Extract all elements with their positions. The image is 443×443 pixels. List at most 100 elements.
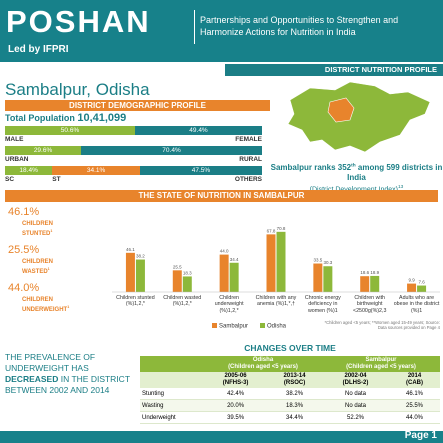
year-header: 2002-04 (DLHS-2): [322, 372, 389, 388]
bar: [182, 276, 192, 292]
segment-label: 50.6%: [60, 127, 80, 134]
district-shape: [327, 97, 355, 123]
value-label: 18.9: [370, 270, 379, 275]
table-cell: No data: [344, 390, 366, 397]
demo-segment: 34.1%: [52, 166, 140, 175]
table-cell: 44.0%: [406, 414, 424, 421]
stat-note: 1: [47, 267, 50, 271]
group-header: Odisha (Children aged <5 years): [204, 356, 322, 372]
source: (RSOC): [283, 380, 306, 386]
year: 2013-14: [283, 373, 306, 379]
table-cell: 38.2%: [286, 390, 304, 397]
value-label: 18.3: [183, 270, 192, 275]
stat-line: CHILDREN: [22, 297, 53, 303]
stat-value: 44.0%: [8, 282, 40, 294]
stat-name: STUNTED: [22, 231, 51, 237]
legend-swatch: [260, 323, 265, 328]
bar: [407, 283, 417, 292]
message-pre: THE PREVALENCE OF UNDERWEIGHT HAS: [5, 352, 96, 373]
value-label: 38.2: [136, 254, 145, 259]
value-label: 7.6: [418, 280, 425, 285]
bar: [370, 275, 380, 292]
demo-segment: 70.4%: [81, 146, 262, 155]
category-label: Children with any anemia (%)1,*,†: [255, 295, 297, 308]
value-label: 70.8: [277, 226, 286, 231]
stat-value: 25.5%: [8, 244, 40, 256]
category-label: Children wasted (%)1,2,*: [163, 295, 202, 308]
year: 2005-06: [224, 373, 247, 379]
rank-suffix: th: [351, 163, 356, 168]
year-header: 2014 (CAB): [389, 372, 440, 388]
group-note: (Children aged <5 years): [228, 364, 298, 370]
table-row: Stunting 42.4% 38.2% No data 46.1%: [140, 388, 440, 400]
page-number: Page 1: [404, 430, 437, 441]
message-bold: DECREASED: [5, 374, 59, 384]
group-note: (Children aged <5 years): [346, 364, 416, 370]
stat-name: UNDERWEIGHT: [22, 307, 68, 313]
segment-name: ST: [52, 176, 61, 183]
population-label: Total Population: [5, 113, 75, 123]
demo-segment: 18.4%: [5, 166, 53, 175]
stat-line: STUNTED1: [22, 229, 52, 237]
table-cell: 52.2%: [346, 414, 364, 421]
value-label: 25.5: [173, 264, 182, 269]
changes-table: Odisha (Children aged <5 years) Sambalpur(…: [140, 356, 440, 424]
value-label: 46.1: [126, 247, 135, 252]
year: 2002-04: [344, 373, 367, 379]
demo-segment: 29.6%: [5, 146, 82, 155]
bar: [219, 254, 229, 292]
category-label: Children with birthweight <2500g(%)2,3: [352, 295, 387, 314]
legend-label: Sambalpur: [219, 324, 248, 330]
divider: [194, 10, 195, 44]
source: (NFHS-3): [222, 380, 249, 386]
table-cell: [140, 356, 204, 372]
table-row: Underweight 39.5% 34.4% 52.2% 44.0%: [140, 412, 440, 424]
category-label: Chronic energy deficiency in women (%)1: [304, 295, 341, 314]
value-label: 30.3: [323, 260, 332, 265]
bar: [276, 231, 286, 292]
demo-segment: 50.6%: [5, 126, 136, 135]
bar: [229, 262, 239, 292]
rank-lead: Sambalpur ranks 352: [270, 162, 352, 172]
logo: POSHAN: [6, 4, 151, 39]
row-label: Wasting: [142, 402, 164, 409]
population-value: 10,41,099: [77, 112, 127, 124]
rank-index: (District Development Index): [310, 186, 398, 193]
header: [0, 0, 443, 62]
profile-banner: DISTRICT NUTRITION PROFILE: [225, 64, 443, 76]
source: (CAB): [406, 380, 423, 386]
table-cell: 20.0%: [227, 402, 245, 409]
segment-label: 49.4%: [189, 127, 208, 134]
row-label: Underweight: [142, 414, 176, 421]
stat-line: WASTED1: [22, 267, 50, 275]
table-cell: 39.5%: [227, 414, 245, 421]
segment-label: 18.4%: [19, 167, 38, 174]
bar: [313, 263, 323, 292]
stat-line: CHILDREN: [22, 259, 53, 265]
legend-label: Odisha: [267, 324, 287, 330]
value-label: 18.6: [360, 270, 369, 275]
row-label: Stunting: [142, 390, 165, 397]
table-cell: [140, 372, 204, 388]
demo-segment: 49.4%: [135, 126, 262, 135]
legend-swatch: [212, 323, 217, 328]
population: Total Population 10,41,099: [5, 112, 126, 124]
segment-label: 70.4%: [162, 147, 181, 154]
rank-note: 13: [397, 184, 404, 190]
bar: [417, 285, 427, 292]
stat-note: 1: [67, 305, 70, 309]
segment-name: FEMALE: [235, 136, 262, 143]
table-cell: 46.1%: [406, 390, 424, 397]
stat-note: 1: [50, 229, 53, 233]
stat-value: 46.1%: [8, 206, 40, 218]
segment-name: URBAN: [5, 156, 29, 163]
segment-label: 29.6%: [33, 147, 53, 154]
year: 2014: [407, 373, 422, 379]
value-label: 9.9: [408, 278, 415, 283]
table-cell: No data: [344, 402, 366, 409]
value-label: 44.0: [220, 249, 229, 254]
table-cell: 25.5%: [406, 402, 424, 409]
bar: [125, 252, 135, 292]
section-title: DISTRICT DEMOGRAPHIC PROFILE: [5, 100, 270, 111]
stat-name: WASTED: [22, 269, 48, 275]
